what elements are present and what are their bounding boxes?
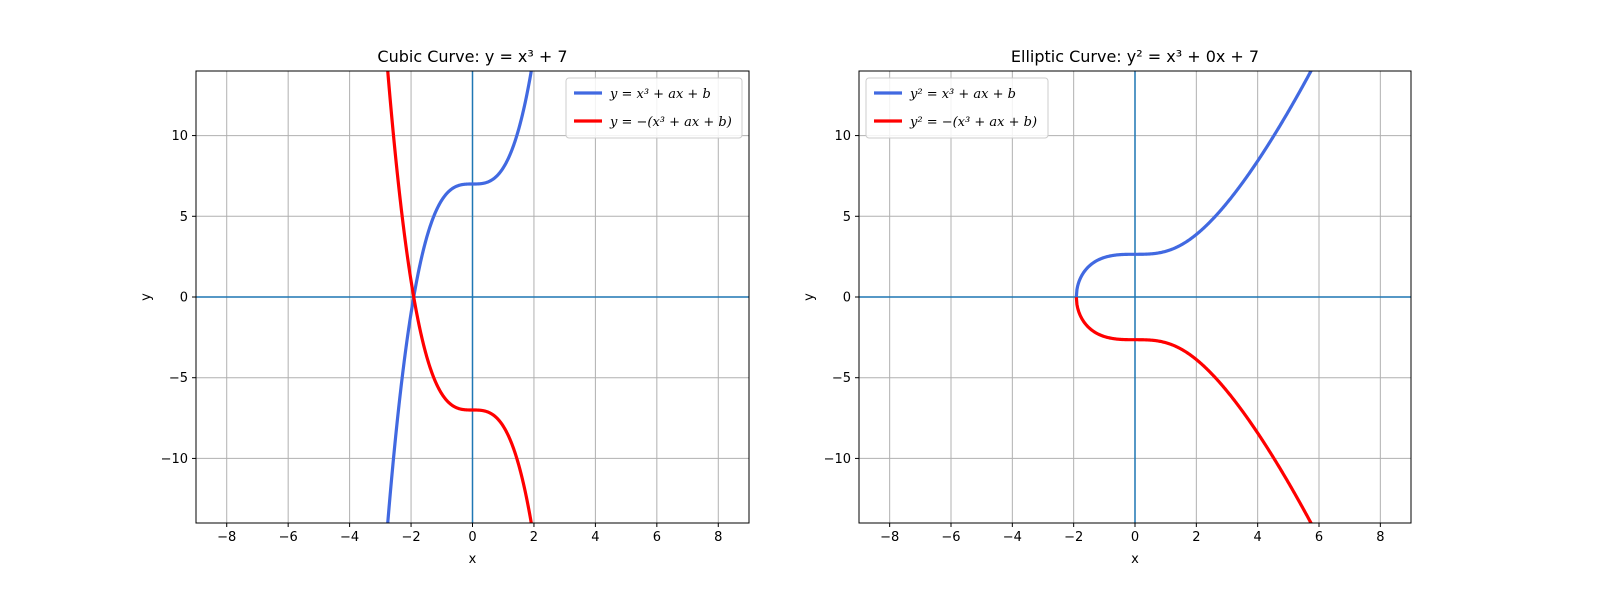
x-tick-label: 8 [714, 530, 722, 545]
chart-title: Elliptic Curve: y² = x³ + 0x + 7 [1011, 47, 1259, 66]
y-tick-label: −10 [824, 452, 851, 467]
x-tick-label: −6 [941, 530, 960, 545]
series-line-positive [1074, 71, 1313, 297]
x-tick-label: −4 [1003, 530, 1022, 545]
x-tick-label: −2 [1064, 530, 1083, 545]
x-tick-label: 6 [1315, 530, 1323, 545]
legend: y² = x³ + ax + b y² = −(x³ + ax + b) [865, 77, 1049, 139]
x-tick-label: 2 [530, 530, 538, 545]
x-tick-label: −4 [340, 530, 359, 545]
y-tick-label: 5 [180, 210, 188, 225]
x-tick-label: −2 [401, 530, 420, 545]
x-tick-label: −8 [217, 530, 236, 545]
series-line-positive [386, 71, 533, 523]
legend-box [865, 77, 1049, 139]
x-tick-label: 0 [468, 530, 476, 545]
y-tick-label: 10 [171, 129, 188, 144]
y-tick-label: −5 [832, 371, 851, 386]
x-tick-label: 2 [1192, 530, 1200, 545]
y-tick-label: 0 [180, 291, 188, 306]
x-axis-label: x [469, 552, 477, 567]
chart-cubic: −8 −6 −4 −2 0 2 4 6 8 −10 −5 0 5 10 x y Cubic Curve: y =… [139, 47, 750, 567]
series-line-negative [1074, 297, 1313, 523]
legend-entry: y² = −(x³ + ax + b) [909, 115, 1037, 130]
legend-entry: y = x³ + ax + b [609, 87, 711, 102]
x-tick-label: −8 [880, 530, 899, 545]
legend-entry: y² = x³ + ax + b [909, 87, 1016, 102]
x-tick-label: 4 [591, 530, 599, 545]
y-tick-label: 10 [834, 129, 851, 144]
y-tick-label: −5 [169, 371, 188, 386]
x-tick-label: 0 [1131, 530, 1139, 545]
legend-entry: y = −(x³ + ax + b) [609, 115, 732, 130]
chart-title: Cubic Curve: y = x³ + 7 [377, 47, 567, 66]
x-tick-label: 6 [653, 530, 661, 545]
x-tick-label: 8 [1376, 530, 1384, 545]
x-axis-label: x [1131, 552, 1139, 567]
x-tick-label: 4 [1254, 530, 1262, 545]
x-tick-label: −6 [279, 530, 298, 545]
y-axis-label: y [139, 293, 154, 301]
y-tick-label: 0 [843, 291, 851, 306]
legend: y = x³ + ax + b y = −(x³ + ax + b) [565, 77, 743, 139]
y-tick-label: 5 [843, 210, 851, 225]
series-line-negative [386, 71, 533, 523]
legend-box [565, 77, 743, 139]
chart-elliptic: −8 −6 −4 −2 0 2 4 6 8 −10 −5 0 5 10 x y Elliptic Curve: … [802, 47, 1412, 567]
y-tick-label: −10 [161, 452, 188, 467]
y-axis-label: y [802, 293, 817, 301]
